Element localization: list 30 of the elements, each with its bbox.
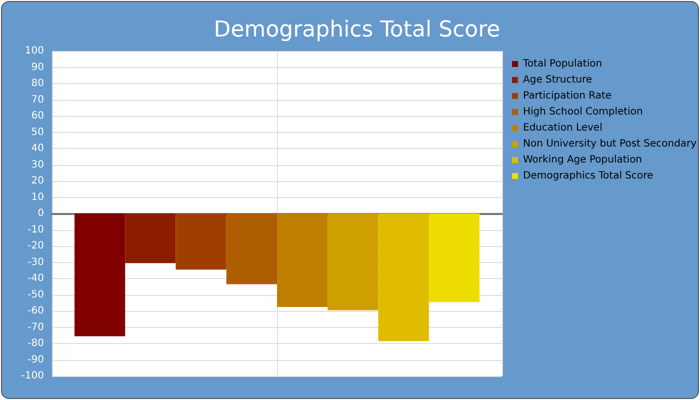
y-tick-label: 30: [31, 159, 44, 170]
y-tick-label: -90: [28, 354, 44, 366]
y-tick-label: -70: [28, 322, 44, 333]
legend-label: Total Population: [522, 58, 602, 70]
y-tick-label: 90: [31, 62, 44, 73]
legend-label: Non University but Post Secondary: [523, 138, 697, 150]
chart-title: Demographics Total Score: [214, 18, 500, 42]
y-tick-label: 80: [31, 78, 44, 89]
y-tick-label: -20: [28, 240, 44, 252]
y-tick-label: -40: [28, 273, 44, 284]
y-tick-label: 70: [31, 94, 44, 106]
y-tick-label: 60: [31, 110, 44, 122]
y-tick-label: -60: [28, 306, 44, 316]
y-tick-label: 20: [31, 176, 44, 186]
y-tick-label: 50: [31, 126, 44, 138]
legend-label: Age Structure: [523, 74, 592, 86]
legend-label: Working Age Population: [523, 154, 642, 166]
y-tick-label: -50: [28, 289, 44, 300]
y-tick-label: 40: [31, 143, 44, 154]
y-tick-label: 100: [24, 46, 44, 56]
y-tick-label: -80: [28, 338, 44, 349]
y-tick-label: 0: [38, 208, 44, 219]
legend-label: Demographics Total Score: [523, 170, 654, 182]
legend-label: High School Completion: [523, 106, 643, 118]
legend-label: Participation Rate: [523, 90, 612, 102]
y-tick-label: -30: [28, 256, 44, 268]
y-tick-label: 10: [31, 192, 44, 203]
legend-label: Education Level: [523, 122, 602, 134]
y-tick-label: -10: [28, 224, 44, 236]
y-tick-label: -100: [21, 370, 44, 382]
